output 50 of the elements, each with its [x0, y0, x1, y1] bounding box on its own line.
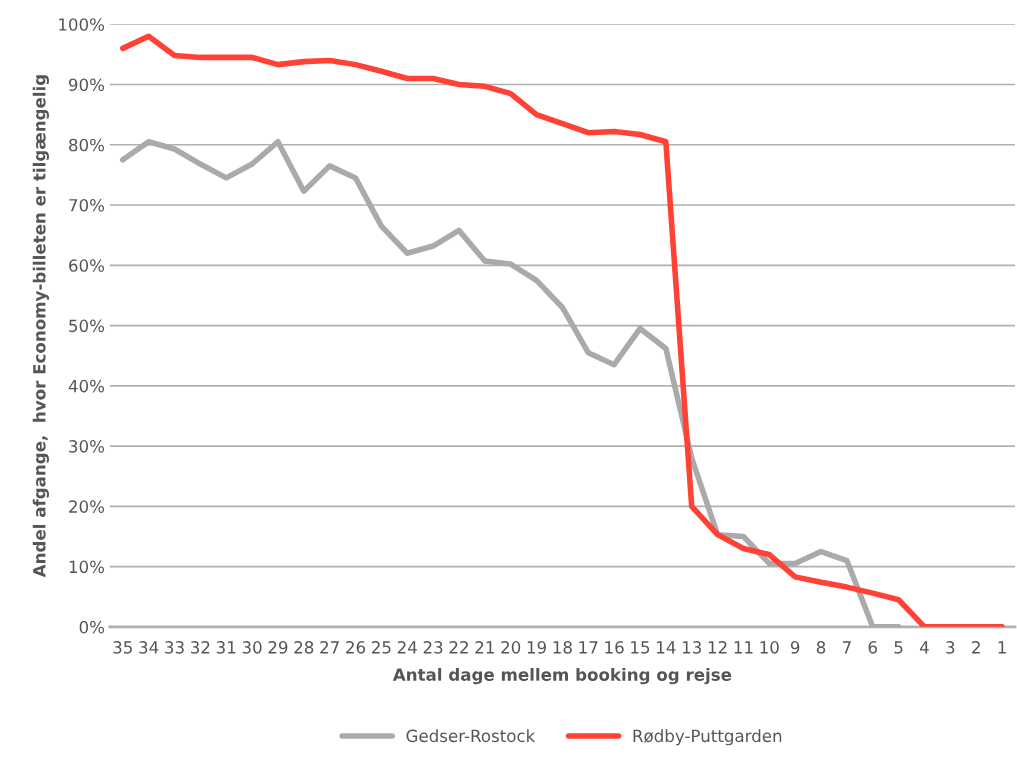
x-tick-label: 13 [682, 641, 701, 654]
x-tick-label: 25 [371, 641, 391, 654]
x-tick-label: 29 [268, 641, 288, 654]
x-tick-label: 31 [216, 641, 236, 654]
x-tick-label: 8 [816, 641, 826, 654]
x-tick-label: 24 [397, 641, 417, 654]
x-tick-label: 3 [946, 641, 955, 654]
y-axis-title: Andel afgange, hvor Economy-billeten er tilgængelig [32, 75, 49, 578]
x-tick-label: 7 [842, 641, 851, 654]
x-tick-label: 5 [894, 641, 903, 654]
x-tick-label: 12 [708, 641, 727, 654]
y-tick-label: 20% [69, 500, 105, 513]
x-tick-label: 26 [346, 641, 366, 654]
legend-label: Gedser-Rostock [406, 729, 536, 743]
y-tick-label: 80% [69, 138, 105, 152]
x-tick-label: 14 [657, 641, 676, 654]
x-tick-label: 35 [113, 641, 132, 654]
x-tick-label: 1 [998, 641, 1006, 654]
y-tick-label: 10% [69, 560, 105, 574]
y-tick-label: 70% [69, 199, 105, 212]
x-tick-label: 28 [294, 641, 314, 654]
x-tick-label: 15 [631, 641, 650, 654]
x-tick-label: 23 [423, 641, 443, 654]
y-tick-label: 60% [69, 259, 105, 272]
x-tick-label: 11 [734, 641, 753, 654]
x-tick-label: 22 [449, 641, 468, 654]
x-tick-label: 17 [579, 641, 598, 654]
y-tick-label: 30% [69, 440, 105, 453]
x-tick-label: 33 [165, 641, 184, 654]
y-tick-label: 0% [79, 620, 105, 634]
x-tick-label: 10 [760, 641, 779, 654]
x-tick-label: 18 [553, 641, 572, 654]
x-axis-title: Antal dage mellem booking og rejse [392, 668, 732, 685]
x-tick-label: 34 [139, 641, 159, 654]
x-tick-label: 4 [919, 641, 929, 654]
x-tick-label: 16 [605, 641, 624, 654]
y-tick-label: 100% [59, 18, 105, 31]
x-tick-label: 27 [320, 641, 339, 654]
x-tick-label: 2 [972, 641, 980, 654]
y-tick-label: 50% [69, 319, 105, 333]
y-tick-label: 90% [68, 78, 105, 92]
x-tick-label: 6 [868, 641, 877, 654]
x-tick-label: 19 [527, 641, 546, 654]
x-tick-label: 30 [242, 641, 262, 654]
y-tick-label: 40% [68, 379, 105, 393]
x-tick-label: 21 [475, 641, 494, 654]
legend-label: Rødby-Puttgarden [633, 729, 782, 746]
x-tick-label: 9 [790, 641, 800, 654]
x-tick-label: 32 [191, 641, 210, 654]
x-tick-label: 20 [501, 641, 521, 654]
